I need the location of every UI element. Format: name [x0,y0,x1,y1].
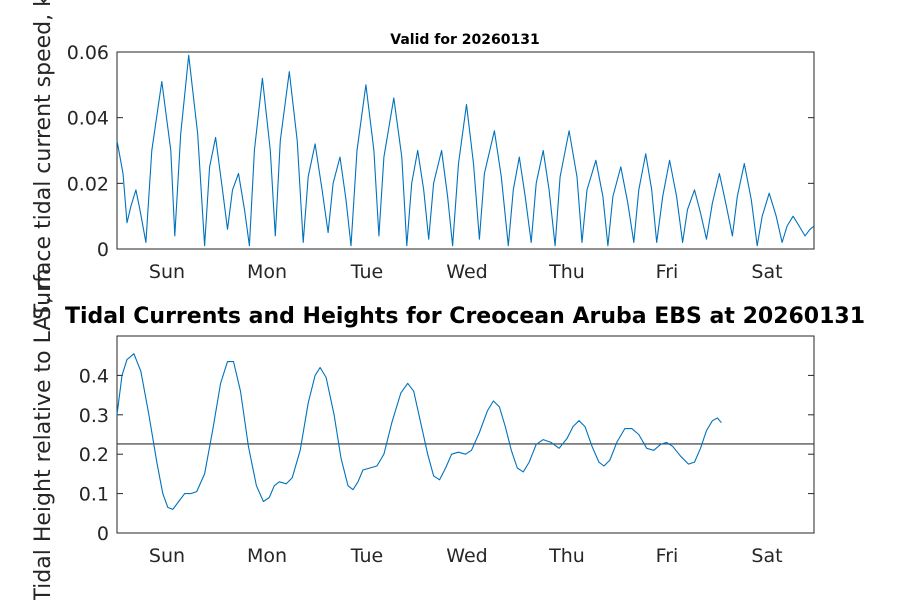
current-speed-xtick-label: Thu [548,261,585,283]
tidal-height-ytick-label: 0.3 [79,405,109,427]
current-speed-series-line [116,54,815,247]
tidal-height-panel: 0 0.1 0.2 0.3 0.4 Sun Mon Tue Wed Thu Fri Sat Tidal… [31,268,865,600]
tidal-height-axes-box [116,335,815,534]
current-speed-xtick-label: Wed [446,261,487,283]
current-speed-xtick-label: Mon [247,261,287,283]
current-speed-ticks: 0 0.02 0.04 0.06 Sun Mon Tue Wed Thu Fri Sat [67,42,814,283]
tidal-height-ytick-label: 0.2 [79,444,109,466]
current-speed-ytick-label: 0.04 [67,108,109,130]
current-speed-xtick-label: Sat [751,261,782,283]
current-speed-title: Valid for 20260131 [390,32,539,48]
tidal-height-ytick-label: 0.1 [79,484,109,506]
tidal-height-xtick-label: Mon [247,545,287,567]
tidal-height-xtick-label: Wed [446,545,487,567]
current-speed-panel: 0 0.02 0.04 0.06 Sun Mon Tue Wed Thu Fri Sat Valid… [31,0,815,320]
tidal-height-xtick-label: Fri [656,545,679,567]
current-speed-ylabel: Surface tidal current speed, kn [31,0,56,320]
current-speed-xtick-label: Sun [149,261,185,283]
tidal-height-xtick-label: Sun [149,545,185,567]
current-speed-ytick-label: 0.06 [67,42,109,64]
tidal-height-ticks: 0 0.1 0.2 0.3 0.4 Sun Mon Tue Wed Thu Fri Sat [79,365,814,567]
tidal-height-ytick-label: 0 [97,523,109,545]
current-speed-ytick-label: 0.02 [67,173,109,195]
tidal-height-series-line [116,353,722,510]
tidal-height-ylabel: Tidal Height relative to LAT, m [31,268,56,600]
tidal-height-xtick-label: Tue [350,545,383,567]
tidal-height-xtick-label: Thu [548,545,585,567]
tidal-height-ytick-label: 0.4 [79,365,109,387]
tidal-height-title: Tidal Currents and Heights for Creocean … [65,304,865,329]
current-speed-ytick-label: 0 [97,239,109,261]
current-speed-xtick-label: Tue [350,261,383,283]
tidal-height-xtick-label: Sat [751,545,782,567]
current-speed-axes-box [116,51,815,250]
current-speed-xtick-label: Fri [656,261,679,283]
